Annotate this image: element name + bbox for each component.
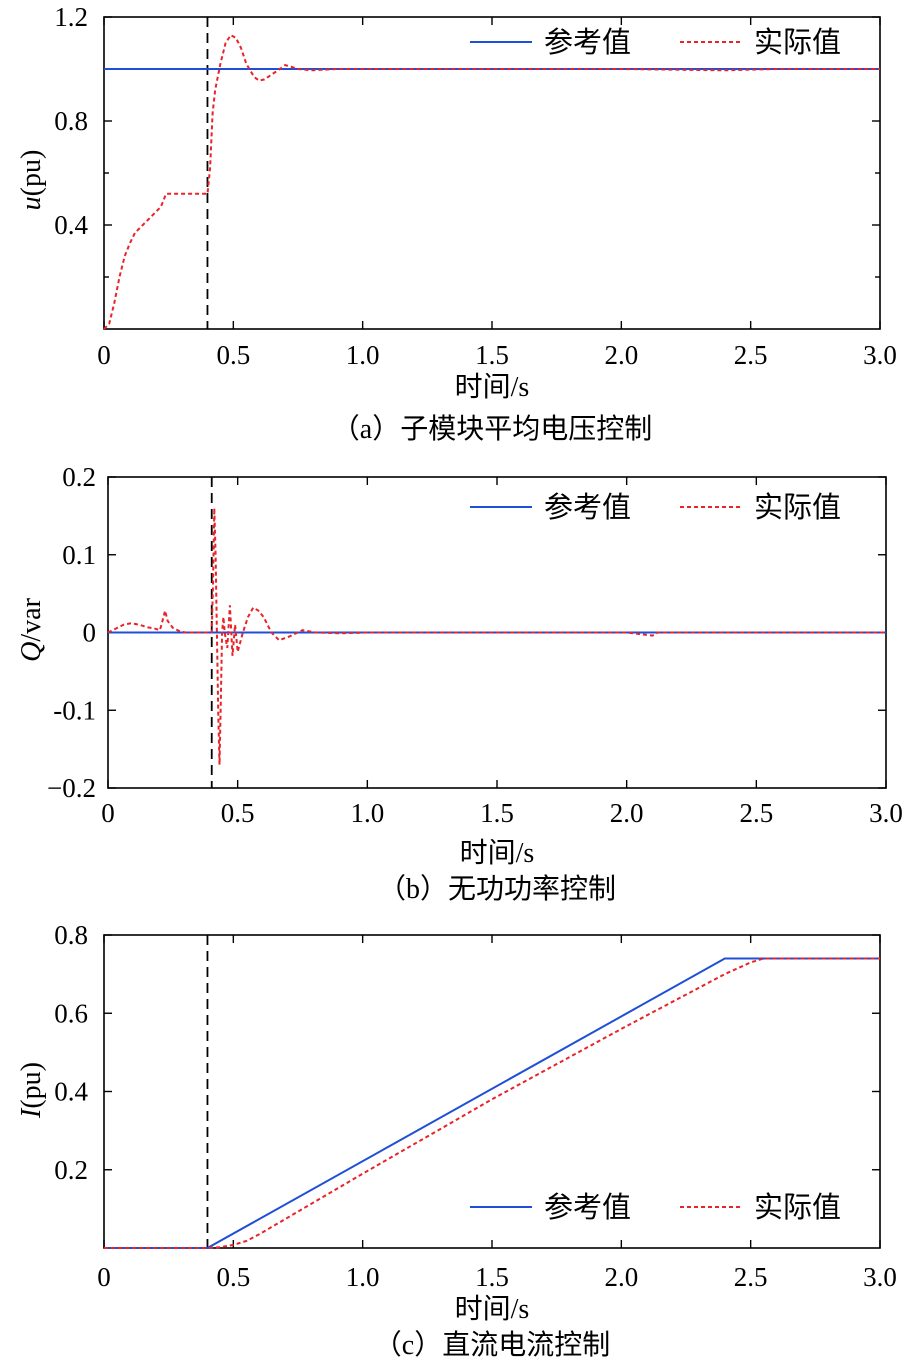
y-tick-label: 0.2	[62, 462, 96, 492]
y-axis-label-symbol: u	[16, 196, 47, 210]
series-line-actual	[107, 508, 886, 765]
x-tick-label: 0.5	[216, 1262, 250, 1292]
y-axis-label-unit: (pu)	[16, 150, 47, 197]
legend-label-reference: 参考值	[544, 26, 631, 59]
y-tick-label: 0.8	[54, 920, 88, 950]
y-tick-label: 0.1	[62, 540, 96, 570]
y-tick-label: -0.1	[53, 695, 96, 725]
x-tick-label: 0	[97, 1262, 111, 1292]
x-tick-label: 2.0	[604, 340, 638, 370]
y-tick-label: 0.4	[54, 1077, 88, 1107]
y-axis-label-unit: /var	[16, 597, 47, 641]
legend-label-reference: 参考值	[544, 1191, 631, 1224]
panel-caption: （a）子模块平均电压控制	[332, 413, 652, 445]
chart-panel-b: 0 0.5 1.0 1.5 2.0 2.5 3.0 −0.2 -0.1 0 0.1 0.2 参考值 实际值…	[16, 462, 903, 905]
legend: 参考值 实际值	[470, 491, 841, 524]
y-tick-label: 0.2	[54, 1155, 88, 1185]
x-tick-label: 2.5	[734, 340, 768, 370]
y-axis-label: u(pu)	[16, 150, 47, 211]
x-axis-label: 时间/s	[455, 371, 530, 403]
x-tick-label: 1.5	[480, 798, 514, 828]
legend-label-reference: 参考值	[544, 491, 631, 524]
x-tick-label: 3.0	[869, 798, 903, 828]
series-line-actual	[103, 33, 880, 330]
x-tick-label: 2.0	[604, 1262, 638, 1292]
legend: 参考值 实际值	[470, 1191, 841, 1224]
y-tick-label: 1.2	[54, 2, 88, 32]
x-tick-label: 0.5	[216, 340, 250, 370]
y-tick-label: 0.8	[54, 106, 88, 136]
y-axis-label: I(pu)	[16, 1062, 47, 1119]
legend-label-actual: 实际值	[754, 491, 841, 524]
y-tick-label: 0	[83, 618, 97, 648]
panel-caption: （b）无功功率控制	[378, 873, 616, 905]
y-axis-label-unit: (pu)	[16, 1062, 47, 1109]
x-tick-label: 3.0	[863, 1262, 897, 1292]
x-tick-label: 1.0	[346, 340, 380, 370]
legend-label-actual: 实际值	[754, 26, 841, 59]
x-axis-label: 时间/s	[455, 1293, 530, 1325]
legend: 参考值 实际值	[470, 26, 841, 59]
x-axis-label: 时间/s	[460, 837, 535, 869]
x-tick-label: 1.0	[346, 1262, 380, 1292]
legend-label-actual: 实际值	[754, 1191, 841, 1224]
x-tick-label: 2.5	[739, 798, 773, 828]
x-tick-label: 1.0	[350, 798, 384, 828]
series-line-actual	[104, 957, 880, 1249]
y-tick-label: −0.2	[47, 773, 96, 803]
x-tick-label: 1.5	[475, 1262, 509, 1292]
x-tick-label: 0.5	[221, 798, 255, 828]
y-axis-label-symbol: Q	[16, 642, 47, 662]
x-tick-label: 1.5	[475, 340, 509, 370]
panel-caption: （c）直流电流控制	[374, 1329, 610, 1361]
y-axis-label: Q/var	[16, 597, 47, 661]
y-tick-label: 0.6	[54, 998, 88, 1028]
x-tick-label: 0	[97, 340, 111, 370]
x-tick-label: 2.0	[610, 798, 644, 828]
y-axis-label-symbol: I	[16, 1107, 47, 1119]
x-tick-label: 0	[101, 798, 115, 828]
x-tick-label: 2.5	[734, 1262, 768, 1292]
x-tick-label: 3.0	[863, 340, 897, 370]
chart-panel-c: 0 0.5 1.0 1.5 2.0 2.5 3.0 0.2 0.4 0.6 0.8 参考值 实际值时间/…	[16, 920, 897, 1361]
y-tick-label: 0.4	[54, 210, 88, 240]
